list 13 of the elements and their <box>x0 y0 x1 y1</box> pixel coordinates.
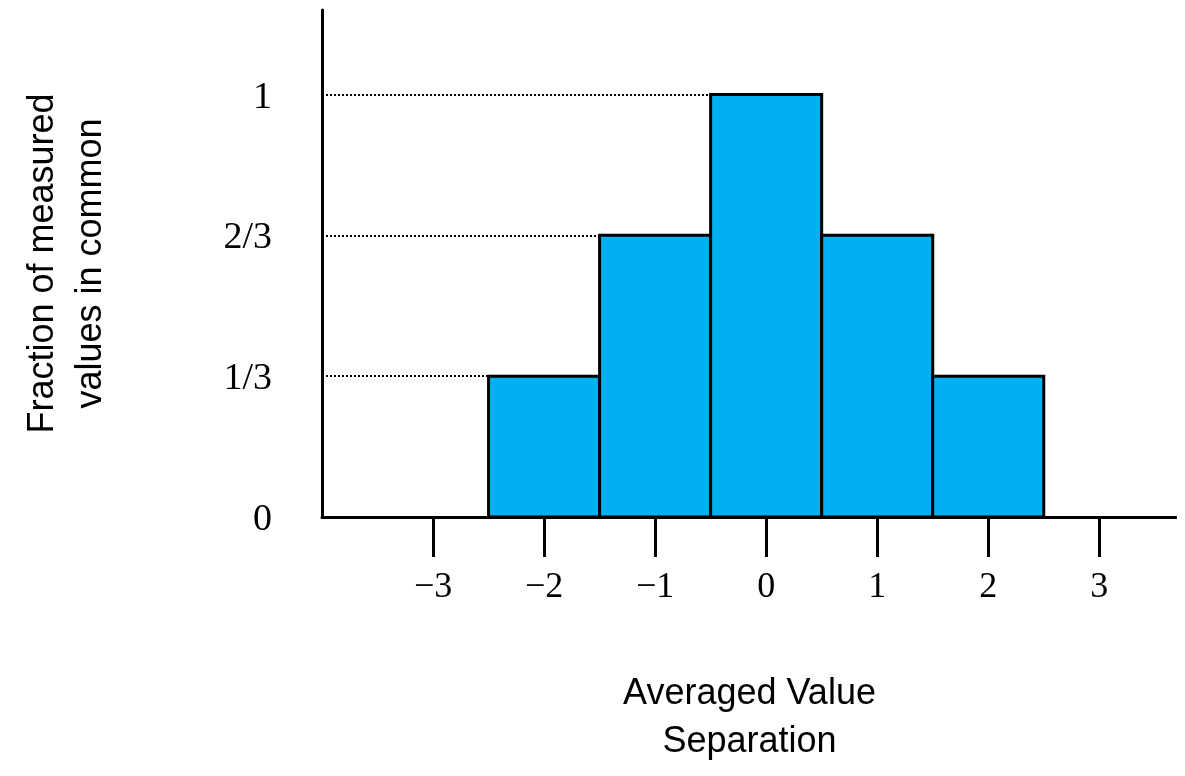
x-axis-title: Averaged Value Separation <box>623 670 876 760</box>
x-tick-label: 3 <box>1090 565 1109 605</box>
y-tick-label: 1 <box>253 73 272 116</box>
y-tick-label: 1/3 <box>223 355 272 398</box>
y-tick-label: 2/3 <box>223 214 272 257</box>
x-tick-label: −1 <box>635 565 675 605</box>
x-tick-label: −2 <box>524 565 564 605</box>
y-axis-title: Fraction of measured values in common <box>19 93 109 434</box>
x-tick-label: 1 <box>868 565 887 605</box>
x-tick-label: −3 <box>413 565 453 605</box>
x-tick-label: 0 <box>757 565 776 605</box>
y-tick-label: 0 <box>253 496 272 538</box>
x-tick-label: 2 <box>979 565 998 605</box>
